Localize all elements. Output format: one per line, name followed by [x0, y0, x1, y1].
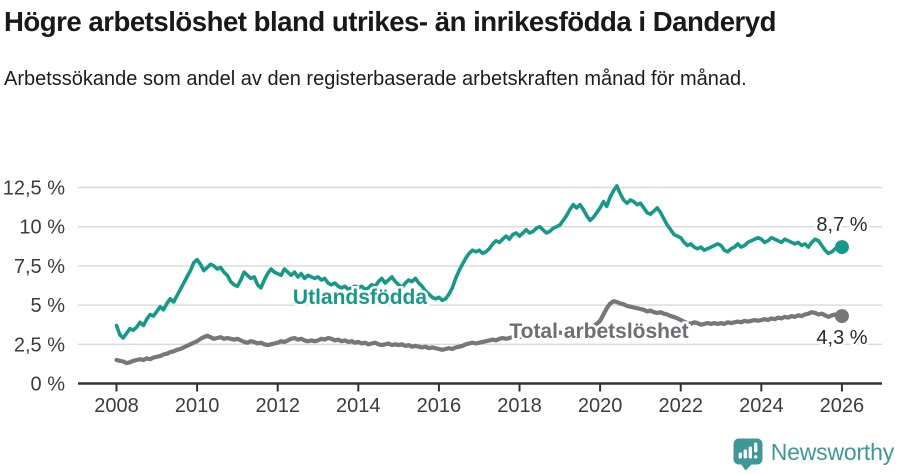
series-line-total-arbetsloshet [114, 299, 845, 366]
x-axis-tick-label: 2020 [578, 395, 623, 417]
x-axis-tick-label: 2024 [739, 395, 784, 417]
series-end-dot [834, 240, 849, 255]
y-axis-tick-label: 0 % [31, 374, 66, 396]
y-axis-tick-label: 5 % [31, 295, 66, 317]
series-name-label: Total arbetslöshet [509, 320, 688, 343]
y-axis-tick-label: 7,5 % [14, 256, 65, 278]
x-axis-tick-label: 2016 [417, 395, 462, 417]
chart-subtitle: Arbetssökande som andel av den registerb… [4, 68, 747, 90]
newsworthy-wordmark: Newsworthy [770, 439, 894, 465]
series-line-utlandsfodda [114, 184, 844, 340]
x-axis-tick-label: 2012 [255, 395, 300, 417]
chart-title: Högre arbetslöshet bland utrikes- än inr… [4, 6, 776, 37]
y-axis-tick-label: 10 % [19, 217, 65, 239]
series-name-label: Utlandsfödda [293, 286, 427, 309]
x-axis-tick-label: 2026 [820, 395, 865, 417]
newsworthy-badge-icon [733, 438, 763, 471]
x-axis-tick-label: 2010 [175, 395, 220, 417]
x-axis-tick-label: 2022 [658, 395, 703, 417]
x-axis-tick-label: 2008 [94, 395, 139, 417]
newsworthy-logo[interactable]: Newsworthy [733, 438, 894, 471]
series-end-value-label: 4,3 % [816, 327, 867, 349]
series-end-value-label: 8,7 % [816, 214, 867, 236]
series-end-dot [834, 309, 849, 324]
x-axis-tick-label: 2018 [497, 395, 542, 417]
y-axis-tick-label: 12,5 % [3, 178, 65, 200]
x-axis-tick-label: 2014 [336, 395, 381, 417]
y-axis-tick-label: 2,5 % [14, 334, 65, 356]
